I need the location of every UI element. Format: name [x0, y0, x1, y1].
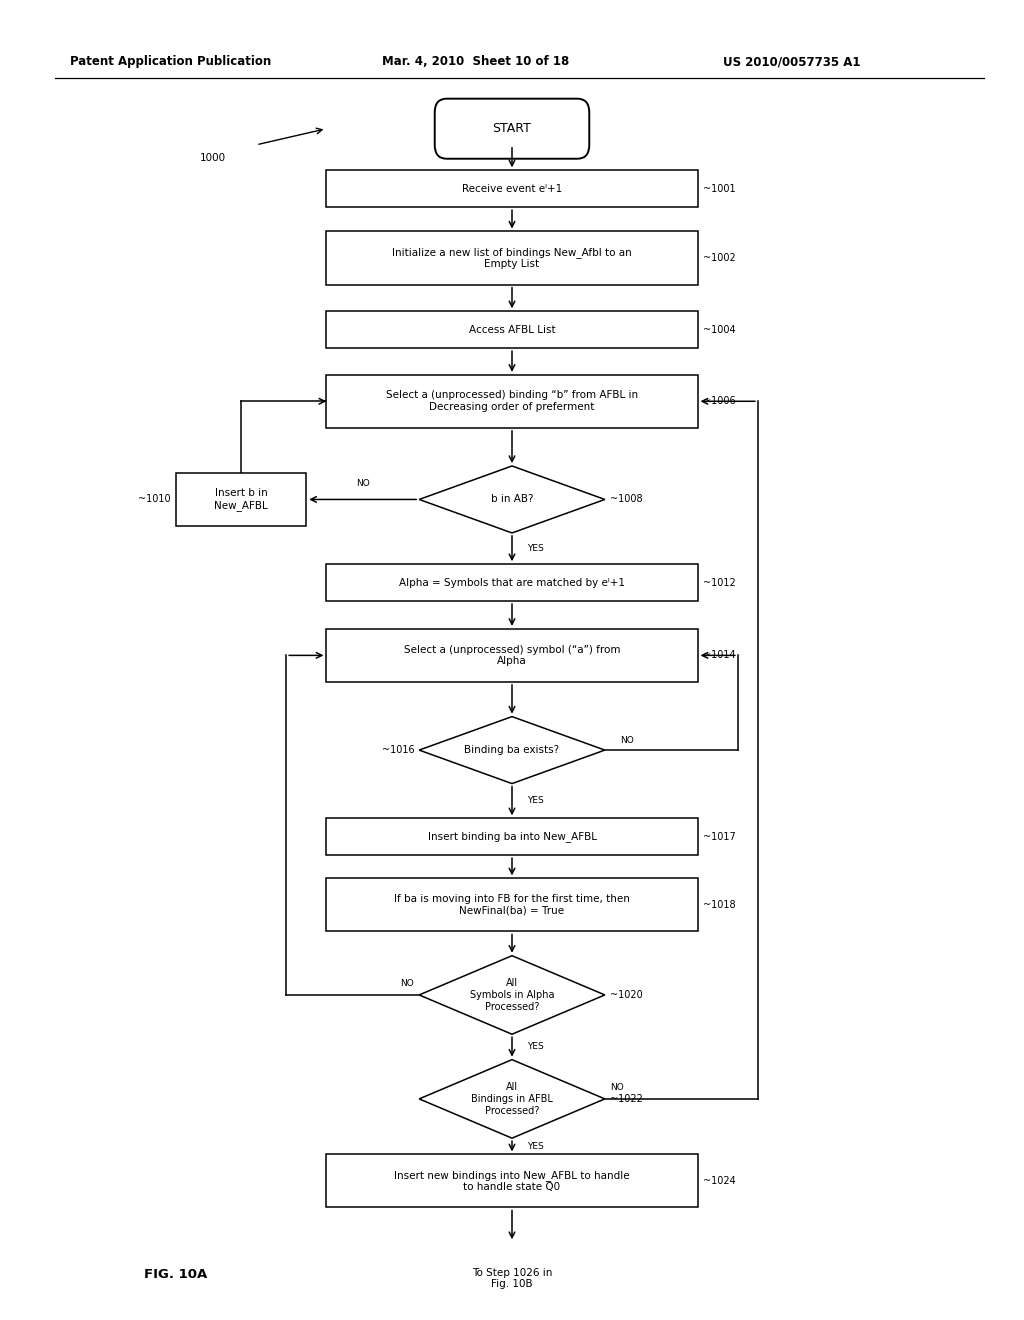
Text: ~1016: ~1016 [382, 744, 414, 755]
Text: Insert new bindings into New_AFBL to handle
to handle state Q0: Insert new bindings into New_AFBL to han… [394, 1170, 630, 1192]
FancyBboxPatch shape [435, 99, 589, 158]
Text: Alpha = Symbols that are matched by eᴵ+1: Alpha = Symbols that are matched by eᴵ+1 [399, 578, 625, 587]
Text: ~1014: ~1014 [702, 651, 735, 660]
Text: Patent Application Publication: Patent Application Publication [71, 55, 271, 69]
Text: ~1002: ~1002 [702, 253, 735, 263]
Text: Insert b in
New_AFBL: Insert b in New_AFBL [214, 488, 268, 511]
Polygon shape [419, 466, 605, 533]
Polygon shape [419, 717, 605, 784]
FancyBboxPatch shape [327, 628, 697, 682]
Text: If ba is moving into FB for the first time, then
NewFinal(ba) = True: If ba is moving into FB for the first ti… [394, 894, 630, 916]
FancyBboxPatch shape [327, 818, 697, 855]
Text: ~1001: ~1001 [702, 183, 735, 194]
Polygon shape [419, 1060, 605, 1138]
Text: Mar. 4, 2010  Sheet 10 of 18: Mar. 4, 2010 Sheet 10 of 18 [382, 55, 568, 69]
Text: YES: YES [527, 544, 544, 553]
Text: b in AB?: b in AB? [490, 495, 534, 504]
Text: US 2010/0057735 A1: US 2010/0057735 A1 [723, 55, 860, 69]
FancyBboxPatch shape [327, 170, 697, 207]
FancyBboxPatch shape [327, 1154, 697, 1208]
Text: NO: NO [620, 737, 634, 746]
Text: Access AFBL List: Access AFBL List [469, 325, 555, 335]
Text: YES: YES [527, 1043, 544, 1052]
Text: ~1018: ~1018 [702, 900, 735, 909]
Text: To Step 1026 in
Fig. 10B: To Step 1026 in Fig. 10B [472, 1267, 552, 1290]
Text: START: START [493, 123, 531, 135]
Text: Select a (unprocessed) symbol (“a”) from
Alpha: Select a (unprocessed) symbol (“a”) from… [403, 644, 621, 667]
Text: FIG. 10A: FIG. 10A [144, 1269, 208, 1280]
Text: ~1017: ~1017 [702, 832, 735, 842]
FancyBboxPatch shape [176, 473, 306, 527]
Text: YES: YES [527, 796, 544, 805]
Text: YES: YES [527, 1142, 544, 1151]
FancyBboxPatch shape [327, 564, 697, 601]
Text: Binding ba exists?: Binding ba exists? [465, 744, 559, 755]
Text: ~1022: ~1022 [610, 1094, 643, 1104]
Text: ~1012: ~1012 [702, 578, 735, 587]
FancyBboxPatch shape [327, 878, 697, 932]
Text: NO: NO [400, 979, 414, 987]
Text: Initialize a new list of bindings New_Afbl to an
Empty List: Initialize a new list of bindings New_Af… [392, 247, 632, 269]
Text: Insert binding ba into New_AFBL: Insert binding ba into New_AFBL [427, 832, 597, 842]
Text: ~1024: ~1024 [702, 1176, 735, 1185]
Polygon shape [419, 956, 605, 1035]
Text: NO: NO [610, 1082, 624, 1092]
Text: 1000: 1000 [200, 153, 226, 162]
Text: ~1006: ~1006 [702, 396, 735, 407]
Text: All
Bindings in AFBL
Processed?: All Bindings in AFBL Processed? [471, 1082, 553, 1115]
Text: ~1010: ~1010 [138, 495, 171, 504]
FancyBboxPatch shape [327, 312, 697, 348]
Text: All
Symbols in Alpha
Processed?: All Symbols in Alpha Processed? [470, 978, 554, 1011]
Text: Select a (unprocessed) binding “b” from AFBL in
Decreasing order of preferment: Select a (unprocessed) binding “b” from … [386, 391, 638, 412]
FancyBboxPatch shape [327, 231, 697, 285]
Text: ~1020: ~1020 [610, 990, 643, 1001]
Text: ~1004: ~1004 [702, 325, 735, 335]
Text: NO: NO [356, 479, 370, 488]
Text: ~1008: ~1008 [610, 495, 642, 504]
Text: Receive event eᴵ+1: Receive event eᴵ+1 [462, 183, 562, 194]
FancyBboxPatch shape [327, 375, 697, 428]
